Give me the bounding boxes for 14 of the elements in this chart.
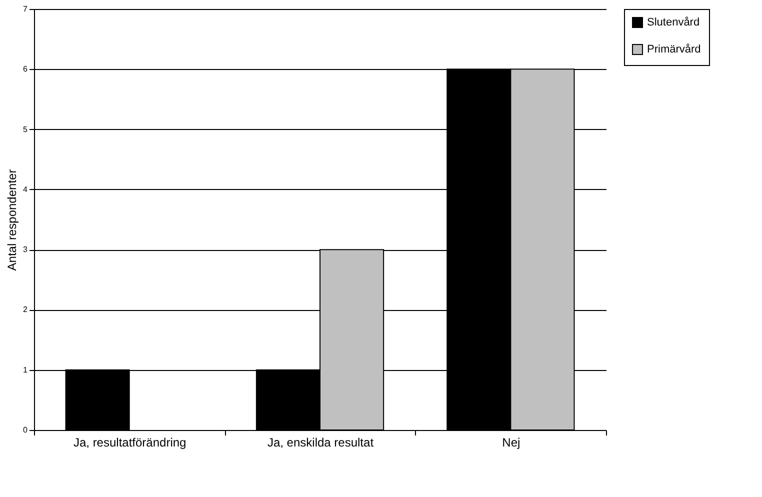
y-tick-label: 0 xyxy=(23,426,28,434)
y-tick-label: 7 xyxy=(23,4,28,14)
x-tick-label: Nej xyxy=(502,436,520,450)
x-tick-label: Ja, enskilda resultat xyxy=(267,436,374,450)
legend-label: Primärvård xyxy=(647,44,701,56)
y-tick-label: 4 xyxy=(23,184,28,194)
y-tick-label: 5 xyxy=(23,124,28,134)
y-axis-title: Antal respondenter xyxy=(5,169,20,271)
y-tick-label: 6 xyxy=(23,64,28,74)
y-tick-label: 2 xyxy=(23,305,28,314)
y-tick-label: 3 xyxy=(23,245,28,254)
x-tick-label: Ja, resultatförändring xyxy=(73,436,186,450)
y-tick-label: 1 xyxy=(23,365,28,374)
legend-label: Slutenvård xyxy=(647,16,700,28)
